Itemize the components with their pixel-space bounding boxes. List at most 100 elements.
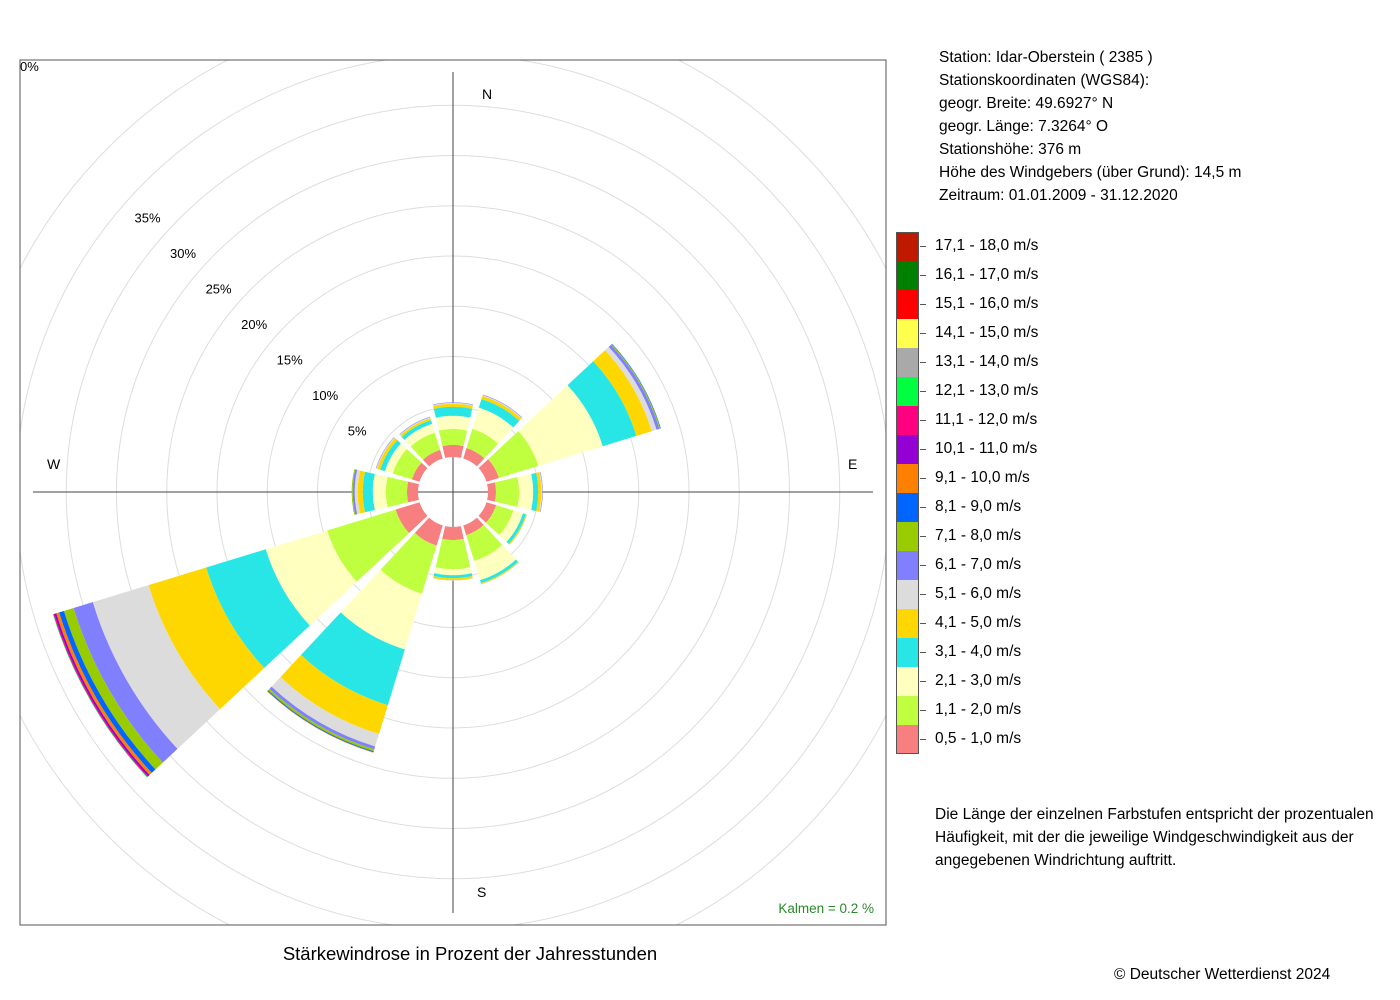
compass-axes xyxy=(33,72,873,913)
legend-tick xyxy=(920,681,926,682)
sector-segment xyxy=(517,473,534,511)
sector-segment xyxy=(414,517,443,546)
legend-swatch xyxy=(896,406,919,435)
sector-segment xyxy=(73,602,178,763)
sector-segment xyxy=(478,459,499,482)
legend-swatch xyxy=(896,493,919,522)
legend-swatch xyxy=(896,725,919,754)
legend-tick xyxy=(920,739,926,740)
sector-segment xyxy=(376,437,396,469)
sector-segment xyxy=(380,440,401,472)
legend-label: 5,1 - 6,0 m/s xyxy=(935,585,1022,602)
sector-segment xyxy=(434,567,472,576)
legend-tick xyxy=(920,536,926,537)
sector-segment xyxy=(399,417,431,436)
compass-label-n: N xyxy=(482,86,492,102)
calm-label: Kalmen = 0.2 % xyxy=(778,901,874,916)
sector-segment xyxy=(354,469,361,515)
sector-120 xyxy=(478,502,528,545)
sector-segment xyxy=(406,481,419,503)
station-name: Station: Idar-Oberstein ( 2385 ) xyxy=(939,49,1153,66)
sector-segment xyxy=(433,573,473,579)
sector-330 xyxy=(399,416,443,467)
sector-segment xyxy=(479,559,518,584)
sector-segment xyxy=(362,471,375,513)
radial-tick-label: 20% xyxy=(241,317,267,332)
sector-segment xyxy=(567,361,637,447)
sector-segment xyxy=(410,432,441,460)
legend-swatch xyxy=(896,435,919,464)
sector-segment xyxy=(466,428,499,459)
radial-tick-labels: 0% 5% 10% 15% 20% 25% 30% 35% xyxy=(20,59,367,439)
sector-segment xyxy=(438,428,468,447)
legend-tick xyxy=(920,507,926,508)
copyright: © Deutscher Wetterdienst 2024 xyxy=(1114,966,1331,983)
sector-segment xyxy=(608,344,660,430)
sector-segment xyxy=(432,402,474,406)
legend-tick xyxy=(920,652,926,653)
sector-segment xyxy=(352,469,358,515)
radial-tick-label: 30% xyxy=(170,246,196,261)
sector-segment xyxy=(463,517,484,536)
sector-segment xyxy=(400,418,432,438)
sector-60 xyxy=(478,343,661,482)
legend-label: 10,1 - 11,0 m/s xyxy=(935,440,1038,457)
sector-segment xyxy=(531,472,539,512)
sector-segment xyxy=(472,407,514,444)
legend-label: 8,1 - 9,0 m/s xyxy=(935,498,1022,515)
legend-label: 3,1 - 4,0 m/s xyxy=(935,643,1022,660)
legend-tick xyxy=(920,594,926,595)
legend-label: 6,1 - 7,0 m/s xyxy=(935,556,1022,573)
sector-segment xyxy=(442,444,464,458)
legend-swatch xyxy=(896,319,919,348)
sector-segment xyxy=(357,470,366,514)
sector-210 xyxy=(267,517,443,753)
legend-tick xyxy=(920,623,926,624)
sector-segment xyxy=(466,524,503,562)
sector-segment xyxy=(401,420,433,440)
sector-segment xyxy=(539,471,543,513)
legend-tick xyxy=(920,362,926,363)
radial-tick-label: 35% xyxy=(135,211,161,226)
sector-150 xyxy=(463,517,520,585)
sector-segment xyxy=(433,578,473,581)
sector-segment xyxy=(474,544,516,581)
sector-segment xyxy=(377,437,398,470)
sector-180 xyxy=(433,526,473,581)
legend-swatch xyxy=(896,377,919,406)
sector-segment xyxy=(536,472,542,512)
legend-label: 11,1 - 12,0 m/s xyxy=(935,411,1038,428)
legend-swatch xyxy=(896,580,919,609)
sector-segment xyxy=(593,350,652,436)
sector-segment xyxy=(433,403,473,409)
station-longitude: geogr. Länge: 7.3264° O xyxy=(939,118,1109,135)
legend-swatch xyxy=(896,261,919,290)
radial-tick-label: 0% xyxy=(20,59,39,74)
sector-segment xyxy=(499,510,523,542)
sector-segment xyxy=(327,509,410,582)
sector-300 xyxy=(375,436,428,482)
sector-segment xyxy=(508,514,527,545)
sector-segment xyxy=(63,608,163,770)
sector-segment xyxy=(92,585,221,749)
sector-segment xyxy=(384,443,407,474)
legend-label: 7,1 - 8,0 m/s xyxy=(935,527,1022,544)
station-coords-heading: Stationskoordinaten (WGS84): xyxy=(939,72,1150,89)
sector-segment xyxy=(435,415,471,431)
legend-tick xyxy=(920,333,926,334)
legend-tick xyxy=(920,246,926,247)
wind-sensor-height: Höhe des Windgebers (über Grund): 14,5 m xyxy=(939,164,1242,181)
sector-segment xyxy=(351,469,356,515)
sector-90 xyxy=(487,471,543,513)
station-info: Station: Idar-Oberstein ( 2385 ) Station… xyxy=(939,46,1241,207)
sector-240 xyxy=(52,502,428,778)
compass-label-s: S xyxy=(477,884,486,900)
legend-label: 13,1 - 14,0 m/s xyxy=(935,353,1039,370)
legend-tick xyxy=(920,275,926,276)
legend-label: 9,1 - 10,0 m/s xyxy=(935,469,1030,486)
station-latitude: geogr. Breite: 49.6927° N xyxy=(939,95,1114,112)
sector-segment xyxy=(380,533,437,594)
wind-sectors xyxy=(52,343,661,778)
legend-swatch xyxy=(896,232,919,261)
compass-label-w: W xyxy=(47,456,61,472)
